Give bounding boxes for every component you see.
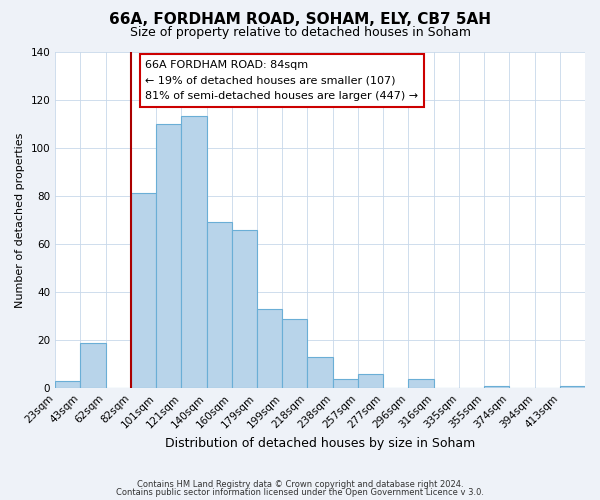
Text: Size of property relative to detached houses in Soham: Size of property relative to detached ho… <box>130 26 470 39</box>
Bar <box>358 374 383 388</box>
Bar <box>80 342 106 388</box>
Bar <box>560 386 585 388</box>
X-axis label: Distribution of detached houses by size in Soham: Distribution of detached houses by size … <box>165 437 475 450</box>
Text: 66A, FORDHAM ROAD, SOHAM, ELY, CB7 5AH: 66A, FORDHAM ROAD, SOHAM, ELY, CB7 5AH <box>109 12 491 28</box>
Text: Contains HM Land Registry data © Crown copyright and database right 2024.: Contains HM Land Registry data © Crown c… <box>137 480 463 489</box>
Bar <box>55 381 80 388</box>
Bar <box>484 386 509 388</box>
Bar <box>409 378 434 388</box>
Text: 66A FORDHAM ROAD: 84sqm
← 19% of detached houses are smaller (107)
81% of semi-d: 66A FORDHAM ROAD: 84sqm ← 19% of detache… <box>145 60 418 101</box>
Bar <box>232 230 257 388</box>
Bar <box>332 378 358 388</box>
Bar <box>206 222 232 388</box>
Bar <box>257 309 282 388</box>
Bar <box>282 318 307 388</box>
Bar <box>307 357 332 388</box>
Y-axis label: Number of detached properties: Number of detached properties <box>15 132 25 308</box>
Bar <box>156 124 181 388</box>
Bar <box>181 116 206 388</box>
Bar <box>131 194 156 388</box>
Text: Contains public sector information licensed under the Open Government Licence v : Contains public sector information licen… <box>116 488 484 497</box>
